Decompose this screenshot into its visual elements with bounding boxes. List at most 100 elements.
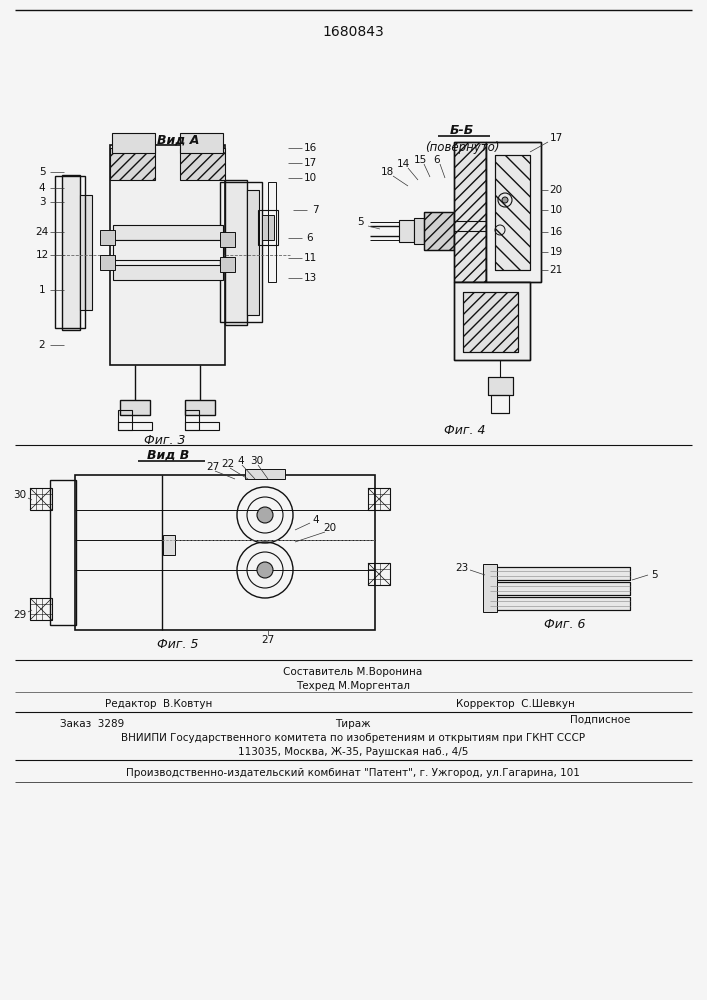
- Bar: [490, 597, 630, 610]
- Bar: [414, 218, 424, 244]
- Bar: [220, 182, 262, 322]
- Text: 14: 14: [397, 159, 409, 169]
- Text: 24: 24: [35, 227, 49, 237]
- Text: 19: 19: [549, 247, 563, 257]
- Text: ВНИИПИ Государственного комитета по изобретениям и открытиям при ГКНТ СССР: ВНИИПИ Государственного комитета по изоб…: [121, 733, 585, 743]
- Bar: [454, 142, 486, 282]
- Text: Фиг. 5: Фиг. 5: [157, 639, 199, 652]
- Bar: [490, 597, 630, 610]
- Bar: [454, 142, 486, 282]
- Text: Тираж: Тираж: [335, 719, 370, 729]
- Bar: [112, 133, 155, 153]
- Bar: [463, 292, 518, 352]
- Bar: [62, 175, 80, 330]
- Bar: [185, 410, 199, 430]
- Text: 30: 30: [13, 490, 27, 500]
- Circle shape: [502, 197, 508, 203]
- Text: 16: 16: [303, 143, 317, 153]
- Circle shape: [257, 507, 273, 523]
- Bar: [368, 563, 390, 585]
- Text: 10: 10: [549, 205, 563, 215]
- Text: 23: 23: [455, 563, 469, 573]
- Text: 4: 4: [238, 456, 245, 466]
- Text: 15: 15: [414, 155, 426, 165]
- Text: 27: 27: [262, 635, 274, 645]
- Text: 12: 12: [35, 250, 49, 260]
- Text: 1680843: 1680843: [322, 25, 384, 39]
- Text: 11: 11: [303, 253, 317, 263]
- Bar: [424, 212, 454, 250]
- Text: 6: 6: [307, 233, 313, 243]
- Text: 5: 5: [652, 570, 658, 580]
- Bar: [424, 212, 454, 250]
- Text: 113035, Москва, Ж-35, Раушская наб., 4/5: 113035, Москва, Ж-35, Раушская наб., 4/5: [238, 747, 468, 757]
- Text: 30: 30: [250, 456, 264, 466]
- Text: Составитель М.Воронина: Составитель М.Воронина: [284, 667, 423, 677]
- Bar: [185, 400, 215, 415]
- Bar: [258, 210, 278, 245]
- Bar: [120, 400, 150, 415]
- Text: Производственно-издательский комбинат "Патент", г. Ужгород, ул.Гагарина, 101: Производственно-издательский комбинат "П…: [126, 768, 580, 778]
- Bar: [30, 598, 52, 620]
- Text: 16: 16: [549, 227, 563, 237]
- Bar: [180, 133, 223, 153]
- Bar: [225, 180, 247, 325]
- Text: Фиг. 6: Фиг. 6: [544, 618, 586, 632]
- Bar: [268, 182, 276, 282]
- Bar: [490, 582, 630, 595]
- Text: 13: 13: [303, 273, 317, 283]
- Text: 1: 1: [39, 285, 45, 295]
- Bar: [110, 148, 155, 180]
- Bar: [454, 282, 530, 360]
- Text: 4: 4: [312, 515, 320, 525]
- Text: 5: 5: [357, 217, 363, 227]
- Bar: [163, 535, 175, 555]
- Text: Корректор  С.Шевкун: Корректор С.Шевкун: [456, 699, 575, 709]
- Bar: [180, 148, 225, 180]
- Bar: [100, 230, 115, 245]
- Text: Фиг. 3: Фиг. 3: [144, 434, 186, 446]
- Bar: [463, 292, 518, 352]
- Text: 22: 22: [221, 459, 235, 469]
- Bar: [220, 257, 235, 272]
- Text: Вид В: Вид В: [147, 448, 189, 462]
- Bar: [245, 469, 285, 479]
- Bar: [454, 282, 530, 360]
- Text: 17: 17: [549, 133, 563, 143]
- Bar: [490, 582, 630, 595]
- Text: 18: 18: [380, 167, 394, 177]
- Bar: [185, 422, 219, 430]
- Text: Фиг. 4: Фиг. 4: [444, 424, 486, 436]
- Bar: [490, 567, 630, 580]
- Text: 6: 6: [433, 155, 440, 165]
- Text: Б-Б: Б-Б: [450, 123, 474, 136]
- Bar: [113, 225, 223, 240]
- Text: 2: 2: [39, 340, 45, 350]
- Text: Техред М.Моргентал: Техред М.Моргентал: [296, 681, 410, 691]
- Bar: [118, 422, 152, 430]
- Text: 20: 20: [323, 523, 337, 533]
- Bar: [486, 142, 541, 282]
- Text: Вид А: Вид А: [157, 133, 199, 146]
- Text: 27: 27: [206, 462, 220, 472]
- Bar: [75, 475, 375, 630]
- Bar: [399, 220, 414, 242]
- Bar: [488, 377, 513, 395]
- Text: 29: 29: [13, 610, 27, 620]
- Bar: [495, 155, 530, 270]
- Text: 20: 20: [549, 185, 563, 195]
- Bar: [30, 488, 52, 510]
- Text: Заказ  3289: Заказ 3289: [60, 719, 124, 729]
- Bar: [118, 410, 132, 430]
- Bar: [100, 255, 115, 270]
- Bar: [495, 155, 530, 270]
- Bar: [483, 564, 497, 612]
- Text: 4: 4: [39, 183, 45, 193]
- Text: 7: 7: [312, 205, 318, 215]
- Text: (повернуто): (повернуто): [425, 141, 499, 154]
- Bar: [55, 176, 85, 328]
- Text: Редактор  В.Ковтун: Редактор В.Ковтун: [105, 699, 212, 709]
- Text: 17: 17: [303, 158, 317, 168]
- Bar: [368, 488, 390, 510]
- Text: 5: 5: [39, 167, 45, 177]
